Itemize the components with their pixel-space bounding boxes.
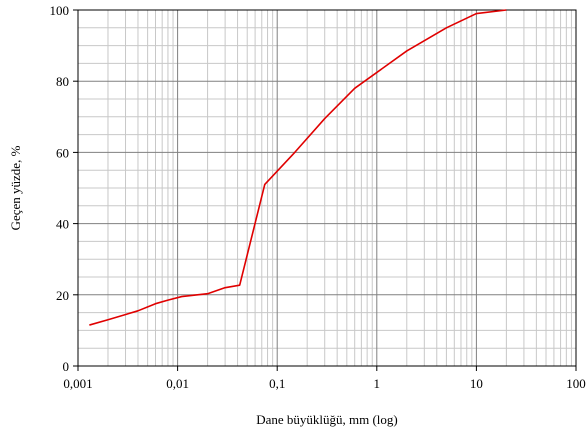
x-tick-labels: 0,001 0,01 0,1 1 10 100 <box>63 366 586 391</box>
plot-frame <box>77 9 577 367</box>
minor-gridlines <box>78 10 576 366</box>
x-tick-label: 100 <box>566 376 586 391</box>
x-axis-label: Dane büyüklüğü, mm (log) <box>256 412 398 427</box>
y-tick-label: 60 <box>56 145 69 160</box>
series-layer <box>89 9 507 326</box>
x-tick-label: 0,01 <box>166 376 189 391</box>
y-tick-label: 100 <box>50 3 70 18</box>
x-tick-label: 0,001 <box>63 376 92 391</box>
y-tick-label: 80 <box>56 74 69 89</box>
x-tick-label: 0,1 <box>269 376 285 391</box>
y-tick-label: 0 <box>63 359 70 374</box>
y-tick-label: 20 <box>56 288 69 303</box>
x-tick-label: 1 <box>374 376 381 391</box>
y-tick-labels: 0 20 40 60 80 100 <box>50 3 78 374</box>
y-tick-label: 40 <box>56 217 69 232</box>
x-tick-label: 10 <box>470 376 483 391</box>
series-line-0 <box>89 9 507 326</box>
y-axis-label: Geçen yüzde, % <box>8 145 23 230</box>
